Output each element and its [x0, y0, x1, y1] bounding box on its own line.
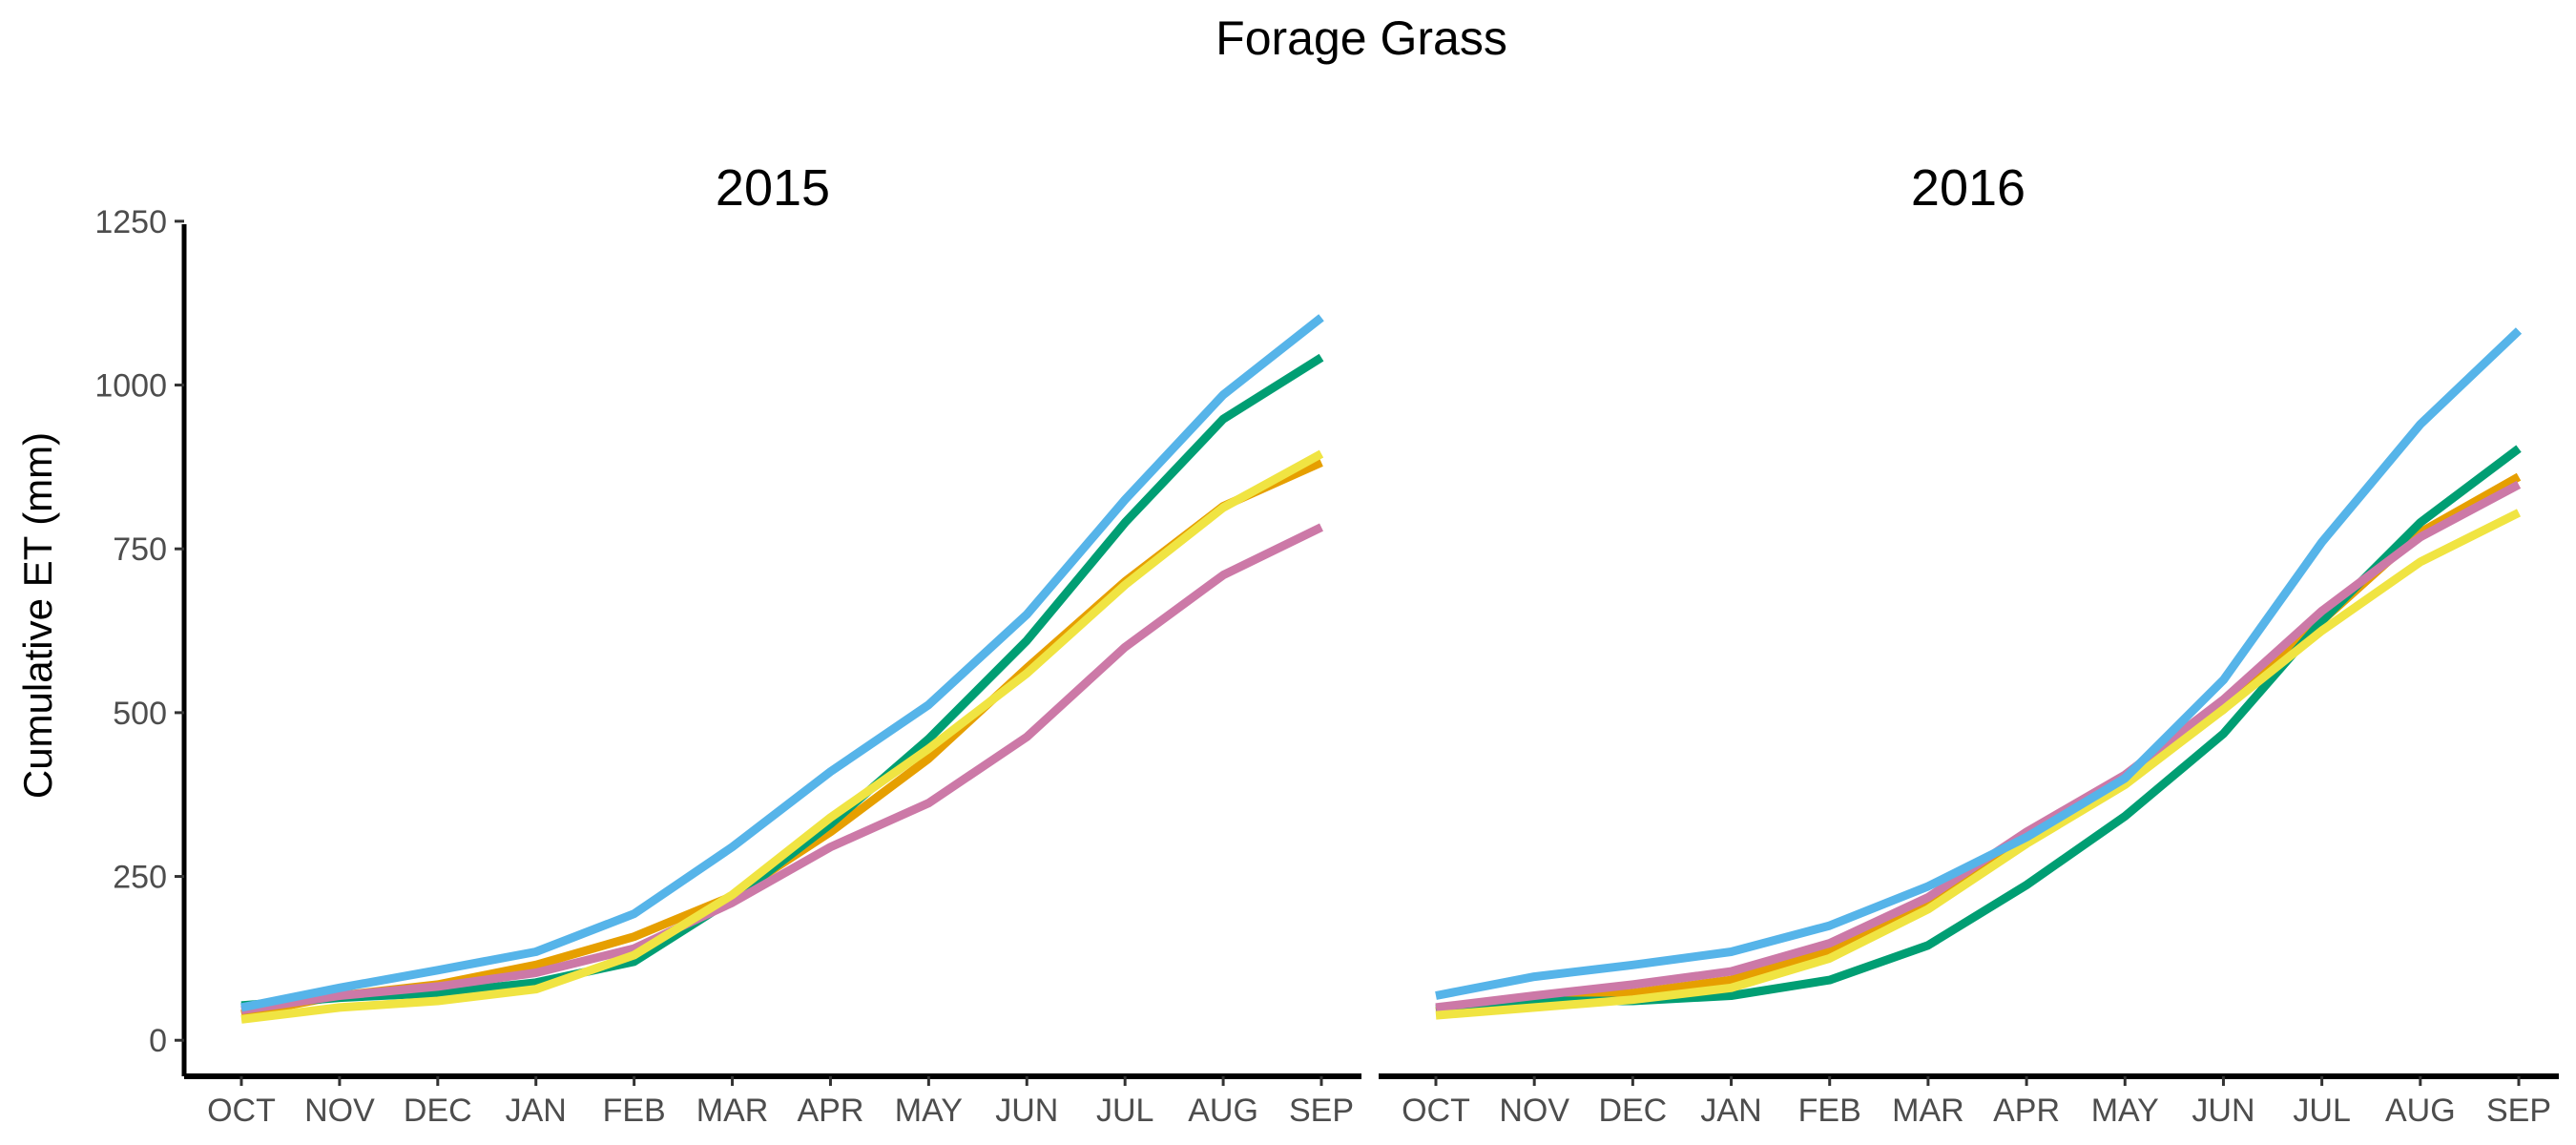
- x-tick-label: APR: [1993, 1093, 2060, 1129]
- y-tick-label: 1000: [94, 368, 167, 405]
- series-line-3: [1435, 509, 2522, 1020]
- x-tick-label: AUG: [2385, 1093, 2456, 1129]
- series-line-0: [1435, 472, 2522, 1016]
- x-tick-label: JAN: [506, 1093, 567, 1129]
- chart-title: Forage Grass: [1215, 11, 1507, 65]
- x-tick-label: APR: [797, 1093, 863, 1129]
- x-tick-label: SEP: [1289, 1093, 1354, 1129]
- x-tick-label: MAY: [2091, 1093, 2159, 1129]
- x-tick-label: OCT: [1402, 1093, 1470, 1129]
- x-tick-label: FEB: [1798, 1093, 1861, 1129]
- x-tick-label: JUL: [2293, 1093, 2350, 1129]
- series-line-0: [240, 458, 1323, 1019]
- series-line-4: [240, 314, 1324, 1012]
- series-line-3: [240, 449, 1324, 1024]
- x-tick-label: FEB: [603, 1093, 666, 1129]
- x-tick-label: NOV: [1499, 1093, 1569, 1129]
- x-tick-label: JUN: [2192, 1093, 2254, 1129]
- x-tick-label: JUL: [1096, 1093, 1153, 1129]
- x-tick-label: MAR: [1892, 1093, 1964, 1129]
- x-tick-label: DEC: [404, 1093, 472, 1129]
- panel-2015: 2015 0 250 500 750 1000 1250 OCT NOV DEC JAN FEB MAR…: [94, 159, 1361, 1129]
- y-axis-label: Cumulative ET (mm): [15, 432, 60, 799]
- x-tick-label: MAR: [696, 1093, 769, 1129]
- y-tick-label: 500: [113, 696, 167, 732]
- y-tick-label: 750: [113, 531, 167, 568]
- x-tick-label: JAN: [1700, 1093, 1761, 1129]
- x-tick-label: MAY: [895, 1093, 963, 1129]
- y-tick-label: 0: [149, 1023, 167, 1059]
- y-tick-label: 1250: [94, 204, 167, 240]
- panel-2016: 2016 OCT NOV DEC JAN FEB MAR APR MAY JUN JUL AUG SEP: [1379, 159, 2559, 1129]
- x-tick-label: AUG: [1188, 1093, 1258, 1129]
- series-line-4: [1435, 327, 2523, 1000]
- series-line-1: [1435, 445, 2522, 1013]
- y-tick-label: 250: [113, 860, 167, 896]
- x-tick-label: NOV: [304, 1093, 375, 1129]
- x-tick-label: JUN: [995, 1093, 1058, 1129]
- series-line-1: [240, 353, 1324, 1010]
- panel-title: 2016: [1911, 159, 2025, 217]
- x-tick-label: DEC: [1598, 1093, 1667, 1129]
- panel-title: 2015: [716, 159, 830, 217]
- x-tick-label: SEP: [2486, 1093, 2551, 1129]
- series-line-2: [240, 523, 1323, 1015]
- x-tick-label: OCT: [207, 1093, 276, 1129]
- series-line-2: [1435, 480, 2522, 1012]
